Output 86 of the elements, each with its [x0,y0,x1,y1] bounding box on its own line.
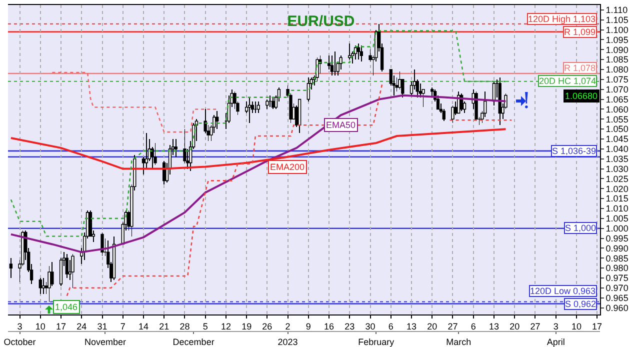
x2-tick-label: October [4,336,36,347]
y-tick-label: 1.080 [606,64,628,75]
x-tick-label: 16 [324,322,334,332]
candlestick [348,44,352,60]
y-tick-label: 1.055 [606,114,628,124]
x-tick-label: 12 [220,322,231,332]
y-tick-label: 1.095 [606,34,628,45]
y-tick-label: 1.065 [606,94,628,104]
y-tick-label: 1.025 [606,174,628,184]
y-tick-label: 1.015 [606,194,628,204]
ref-line-label: R 1,099 [564,27,596,37]
x2-tick-label: February [358,336,395,347]
candlestick [42,278,45,294]
y-tick-label: 1.035 [606,154,628,164]
y-tick-label: 1.100 [606,24,628,35]
x-tick-label: 17 [56,322,66,332]
series-label: EMA50 [326,120,356,130]
y-tick-label: 1.000 [606,223,628,234]
y-tick-label: 0.990 [606,243,628,254]
x-tick-label: 27 [530,322,540,332]
ref-line-label: S 1,036-39 [552,146,596,156]
x-tick-label: 9 [306,322,311,332]
x-tick-label: 3 [17,322,22,332]
x-tick-label: 6 [470,322,476,332]
y-tick-label: 0.985 [606,253,628,264]
x-tick-label: 14 [138,322,148,332]
x-tick-label: 5 [202,322,208,332]
y-tick-label: 1.050 [606,124,628,134]
x2-tick-label: March [446,336,472,347]
candlestick [144,133,148,169]
y-tick-label: 1.045 [606,134,628,144]
y-tick-label: 1.040 [606,144,628,154]
x2-tick-label: November [84,336,126,347]
y-tick-label: 0.975 [606,273,628,284]
x2-tick-label: December [172,336,214,347]
ref-line-label: S 0,962 [565,299,596,309]
ref-line-label: 120D Low 0,963 [530,286,596,296]
x-tick-label: 20 [510,322,520,332]
annotation: ! [522,89,531,114]
x-tick-label: 17 [592,322,602,332]
x-tick-label: 13 [406,322,417,332]
x-tick-label: 6 [388,322,394,332]
x-tick-label: 10 [571,322,582,332]
text: EUR/USD [287,13,355,30]
y-tick-label: 1.075 [606,74,628,85]
x-tick-label: 20 [427,322,438,332]
y-tick-label: 0.970 [606,283,628,294]
annotation: 1.06680 [565,91,598,101]
line-series [52,72,218,133]
y-tick-label: 1.060 [606,104,628,114]
y-tick-label: 1.030 [606,164,628,174]
x-tick-label: 28 [180,322,190,332]
x-tick-label: 7 [120,322,126,332]
ref-line-label: 120D High 1,103 [528,14,596,24]
x2-tick-label: April [546,336,565,347]
ref-line-label: R 1,078 [564,63,596,73]
x-tick-label: 19 [242,322,252,332]
x-tick-label: 30 [365,322,376,332]
y-tick-label: 0.960 [606,302,628,313]
y-tick-label: 1.010 [606,204,628,214]
y-tick-label: 1.020 [606,184,628,194]
y-tick-label: 1.110 [606,5,628,16]
series-label: EMA200 [270,162,305,172]
x-tick-label: 24 [76,322,87,332]
x-tick-label: 21 [159,322,170,332]
x-tick-label: 2 [285,322,290,332]
y-tick-label: 1.070 [606,84,628,95]
y-tick-label: 1.105 [606,15,628,26]
x-tick-label: 13 [488,322,499,332]
y-tick-label: 0.995 [606,233,628,244]
y-tick-label: 0.980 [606,263,628,274]
x-tick-label: 31 [97,322,108,332]
ref-line-label: 20D HC 1,074 [539,76,596,86]
x2-tick-label: 2023 [278,336,298,347]
x-tick-label: 27 [448,322,458,332]
x-tick-label: 3 [553,322,558,332]
y-tick-label: 1.090 [606,44,628,55]
x-tick-label: 26 [262,322,272,332]
annotation: 1,046 [55,302,78,312]
candlestick [248,97,252,124]
y-tick-label: 1.005 [606,214,628,224]
x-tick-label: 10 [35,322,46,332]
x-tick-label: 23 [344,322,355,332]
ref-line-label: S 1,000 [565,223,596,233]
y-tick-label: 1.085 [606,54,628,65]
y-tick-label: 0.965 [606,292,628,303]
